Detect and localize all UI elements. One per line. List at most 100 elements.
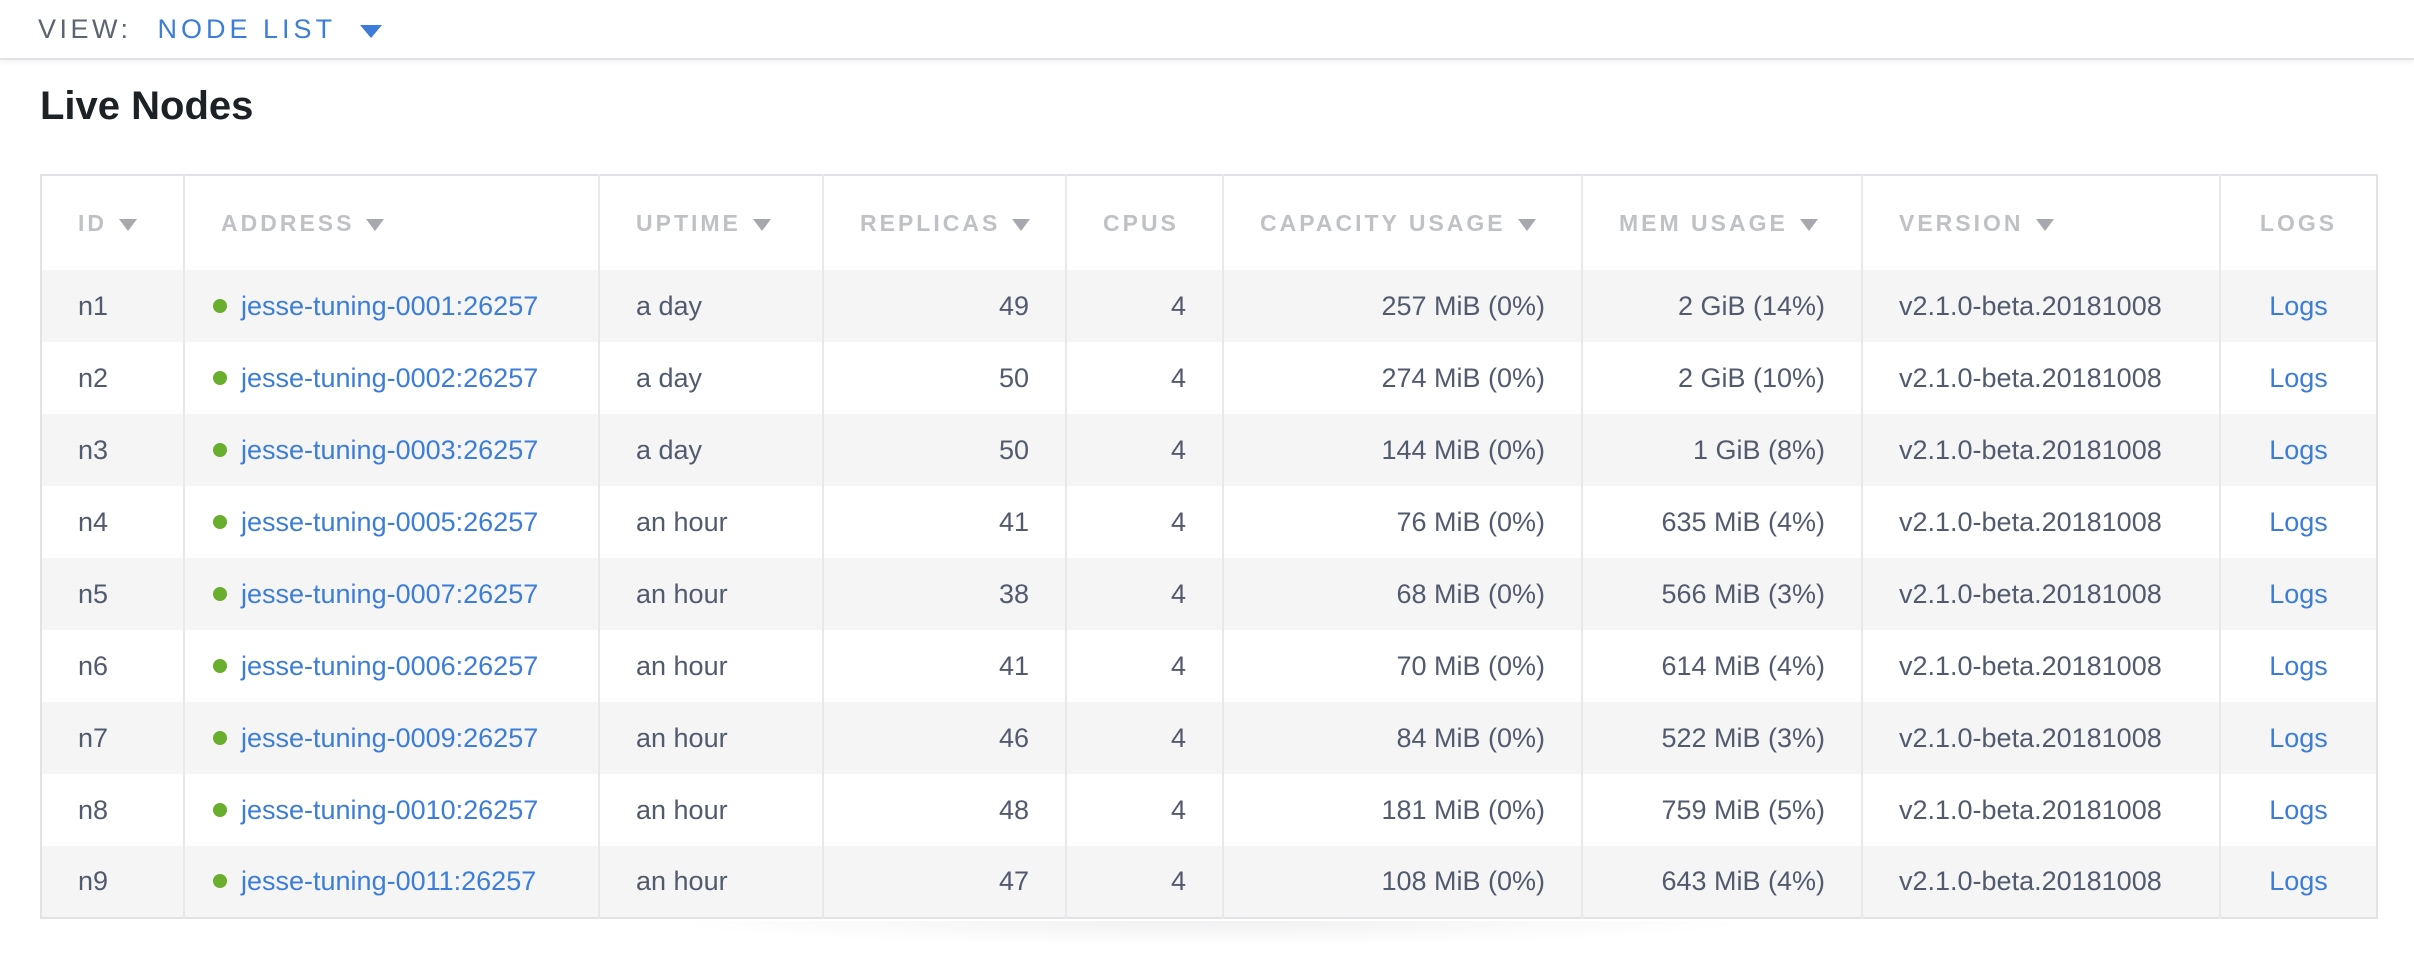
- col-header-uptime[interactable]: UPTIME: [598, 175, 823, 270]
- node-address-cell: jesse-tuning-0007:26257: [183, 558, 599, 630]
- logs-link[interactable]: Logs: [2269, 362, 2328, 393]
- col-header-address-label: ADDRESS: [221, 209, 355, 236]
- logs-link[interactable]: Logs: [2269, 794, 2328, 825]
- sort-desc-icon: [1799, 218, 1818, 231]
- view-bar: VIEW: NODE LIST: [0, 0, 2414, 60]
- node-address-cell: jesse-tuning-0005:26257: [183, 486, 599, 558]
- version-cell: v2.1.0-beta.20181008: [1861, 630, 2220, 702]
- col-header-cpus: CPUS: [1065, 175, 1223, 270]
- node-id-cell: n6: [78, 650, 109, 681]
- capacity-usage-cell: 76 MiB (0%): [1222, 486, 1582, 558]
- uptime-cell: a day: [598, 342, 823, 414]
- healthy-status-icon: [213, 658, 227, 673]
- healthy-status-icon: [213, 586, 227, 601]
- replicas-cell: 50: [822, 414, 1066, 486]
- logs-link[interactable]: Logs: [2269, 506, 2328, 537]
- uptime-cell: an hour: [598, 774, 823, 846]
- table-header-row: ID ADDRESS UPTIME REPLICAS CPUS CAPACITY…: [41, 175, 2377, 270]
- node-id-cell: n5: [78, 578, 109, 609]
- uptime-cell: an hour: [598, 630, 823, 702]
- logs-link[interactable]: Logs: [2269, 434, 2328, 465]
- col-header-uptime-label: UPTIME: [636, 209, 741, 236]
- uptime-cell: a day: [598, 414, 823, 486]
- col-header-address[interactable]: ADDRESS: [183, 175, 599, 270]
- capacity-usage-cell: 70 MiB (0%): [1222, 630, 1582, 702]
- cpus-cell: 4: [1065, 270, 1223, 342]
- cpus-cell: 4: [1065, 414, 1223, 486]
- logs-cell: Logs: [2219, 846, 2377, 918]
- uptime-cell: an hour: [598, 702, 823, 774]
- healthy-status-icon: [213, 370, 227, 385]
- cpus-cell: 4: [1065, 846, 1223, 918]
- col-header-logs: LOGS: [2219, 175, 2377, 270]
- col-header-mem-usage[interactable]: MEM USAGE: [1581, 175, 1862, 270]
- node-id-cell: n3: [78, 434, 109, 465]
- logs-link[interactable]: Logs: [2269, 290, 2328, 321]
- replicas-cell: 49: [822, 270, 1066, 342]
- capacity-usage-cell: 257 MiB (0%): [1222, 270, 1582, 342]
- address-link[interactable]: jesse-tuning-0007:26257: [241, 578, 539, 609]
- logs-link[interactable]: Logs: [2269, 722, 2328, 753]
- replicas-cell: 50: [822, 342, 1066, 414]
- sort-desc-icon: [366, 218, 385, 231]
- node-id-cell: n7: [78, 722, 109, 753]
- cpus-cell: 4: [1065, 342, 1223, 414]
- uptime-cell: a day: [598, 270, 823, 342]
- col-header-capacity-usage[interactable]: CAPACITY USAGE: [1222, 175, 1582, 270]
- col-header-id[interactable]: ID: [41, 175, 184, 270]
- logs-cell: Logs: [2219, 270, 2377, 342]
- address-link[interactable]: jesse-tuning-0009:26257: [241, 722, 539, 753]
- logs-link[interactable]: Logs: [2269, 866, 2328, 896]
- uptime-cell: an hour: [598, 846, 823, 918]
- healthy-status-icon: [213, 442, 227, 457]
- healthy-status-icon: [213, 730, 227, 745]
- address-link[interactable]: jesse-tuning-0011:26257: [241, 866, 537, 896]
- version-cell: v2.1.0-beta.20181008: [1861, 270, 2220, 342]
- col-header-replicas-label: REPLICAS: [860, 209, 1001, 236]
- capacity-usage-cell: 108 MiB (0%): [1222, 846, 1582, 918]
- table-row: n2 jesse-tuning-0002:26257 a day 50 4 27…: [41, 342, 2377, 414]
- replicas-cell: 41: [822, 486, 1066, 558]
- version-cell: v2.1.0-beta.20181008: [1861, 774, 2220, 846]
- address-link[interactable]: jesse-tuning-0002:26257: [241, 362, 539, 393]
- col-header-version[interactable]: VERSION: [1861, 175, 2220, 270]
- node-id-cell: n8: [78, 794, 109, 825]
- sort-desc-icon: [752, 218, 771, 231]
- replicas-cell: 41: [822, 630, 1066, 702]
- healthy-status-icon: [213, 874, 227, 888]
- uptime-cell: an hour: [598, 558, 823, 630]
- col-header-replicas[interactable]: REPLICAS: [822, 175, 1066, 270]
- node-id-cell: n4: [78, 506, 109, 537]
- sort-desc-icon: [1012, 218, 1031, 231]
- col-header-id-label: ID: [78, 209, 107, 236]
- mem-usage-cell: 643 MiB (4%): [1581, 846, 1862, 918]
- address-link[interactable]: jesse-tuning-0006:26257: [241, 650, 539, 681]
- node-address-cell: jesse-tuning-0010:26257: [183, 774, 599, 846]
- mem-usage-cell: 614 MiB (4%): [1581, 630, 1862, 702]
- uptime-cell: an hour: [598, 486, 823, 558]
- mem-usage-cell: 635 MiB (4%): [1581, 486, 1862, 558]
- version-cell: v2.1.0-beta.20181008: [1861, 342, 2220, 414]
- live-nodes-table: ID ADDRESS UPTIME REPLICAS CPUS CAPACITY…: [40, 174, 2378, 919]
- node-id-cell: n1: [78, 290, 109, 321]
- logs-cell: Logs: [2219, 342, 2377, 414]
- logs-cell: Logs: [2219, 774, 2377, 846]
- col-header-cpus-label: CPUS: [1103, 209, 1179, 236]
- node-list-dropdown[interactable]: NODE LIST: [158, 14, 383, 45]
- version-cell: v2.1.0-beta.20181008: [1861, 558, 2220, 630]
- logs-link[interactable]: Logs: [2269, 578, 2328, 609]
- cpus-cell: 4: [1065, 774, 1223, 846]
- address-link[interactable]: jesse-tuning-0003:26257: [241, 434, 539, 465]
- table-row: n7 jesse-tuning-0009:26257 an hour 46 4 …: [41, 702, 2377, 774]
- sort-desc-icon: [1517, 218, 1536, 231]
- page-title: Live Nodes: [40, 84, 254, 128]
- node-id-cell: n9: [78, 866, 109, 896]
- logs-link[interactable]: Logs: [2269, 650, 2328, 681]
- capacity-usage-cell: 84 MiB (0%): [1222, 702, 1582, 774]
- address-link[interactable]: jesse-tuning-0005:26257: [241, 506, 539, 537]
- cpus-cell: 4: [1065, 702, 1223, 774]
- version-cell: v2.1.0-beta.20181008: [1861, 846, 2220, 918]
- address-link[interactable]: jesse-tuning-0010:26257: [241, 794, 539, 825]
- address-link[interactable]: jesse-tuning-0001:26257: [241, 290, 539, 321]
- mem-usage-cell: 2 GiB (14%): [1581, 270, 1862, 342]
